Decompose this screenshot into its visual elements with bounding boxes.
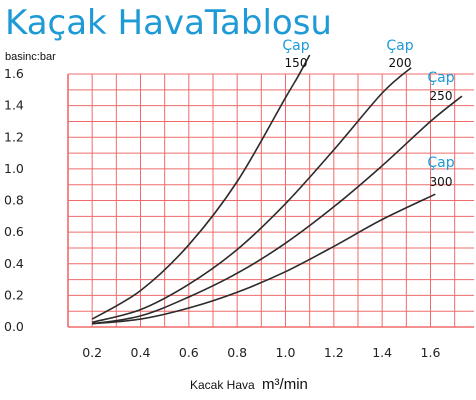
- x-tick-label: 1.2: [324, 345, 344, 360]
- curve-layer: [91, 54, 463, 325]
- x-tick-label: 0.6: [179, 345, 199, 360]
- plot-grid: [67, 73, 474, 328]
- x-tick-labels: 0.2 0.4 0.6 0.8 1.0 1.2 1.4 1.6: [82, 345, 440, 360]
- series-label-cap: Çap: [282, 38, 309, 54]
- x-tick-label: 0.4: [131, 345, 151, 360]
- y-tick-label: 1.4: [4, 98, 24, 113]
- y-tick-label: 0.8: [4, 193, 24, 208]
- x-axis-label: Kacak Hava m³/min: [190, 376, 308, 393]
- series-line-300: [92, 193, 436, 325]
- series-label-diameter: 300: [430, 175, 453, 189]
- y-tick-labels: 0.0 0.2 0.4 0.6 0.8 1.0 1.2 1.4 1.6: [4, 66, 24, 334]
- x-tick-label: 0.2: [82, 345, 102, 360]
- series-label-cap: Çap: [427, 155, 454, 171]
- y-axis-label: basinc:bar: [5, 51, 56, 63]
- x-tick-label: 1.4: [372, 345, 392, 360]
- series-line-250: [92, 95, 463, 325]
- series-line-200: [91, 67, 412, 324]
- y-tick-label: 0.4: [4, 256, 24, 271]
- series-labels: Çap 150 Çap 200 Çap 250 Çap 300: [282, 38, 454, 189]
- y-tick-label: 1.2: [4, 129, 24, 144]
- y-tick-label: 0.6: [4, 224, 24, 239]
- y-tick-label: 1.6: [4, 66, 24, 81]
- x-axis-label-text: Kacak Hava: [190, 378, 255, 392]
- y-tick-label: 0.2: [4, 287, 24, 302]
- series-label-diameter: 200: [389, 56, 412, 70]
- series-label-cap: Çap: [386, 38, 413, 54]
- series-line-150: [91, 54, 311, 320]
- x-tick-label: 0.8: [227, 345, 247, 360]
- chart-title: Kaçak HavaTablosu: [5, 3, 332, 43]
- series-label-diameter: 250: [430, 89, 453, 103]
- series-label-cap: Çap: [427, 70, 454, 86]
- y-tick-label: 1.0: [4, 161, 24, 176]
- y-tick-label: 0.0: [4, 319, 24, 334]
- x-tick-label: 1.0: [276, 345, 296, 360]
- x-axis-unit: m³/min: [262, 376, 308, 393]
- series-label-diameter: 150: [285, 56, 308, 70]
- x-tick-label: 1.6: [421, 345, 441, 360]
